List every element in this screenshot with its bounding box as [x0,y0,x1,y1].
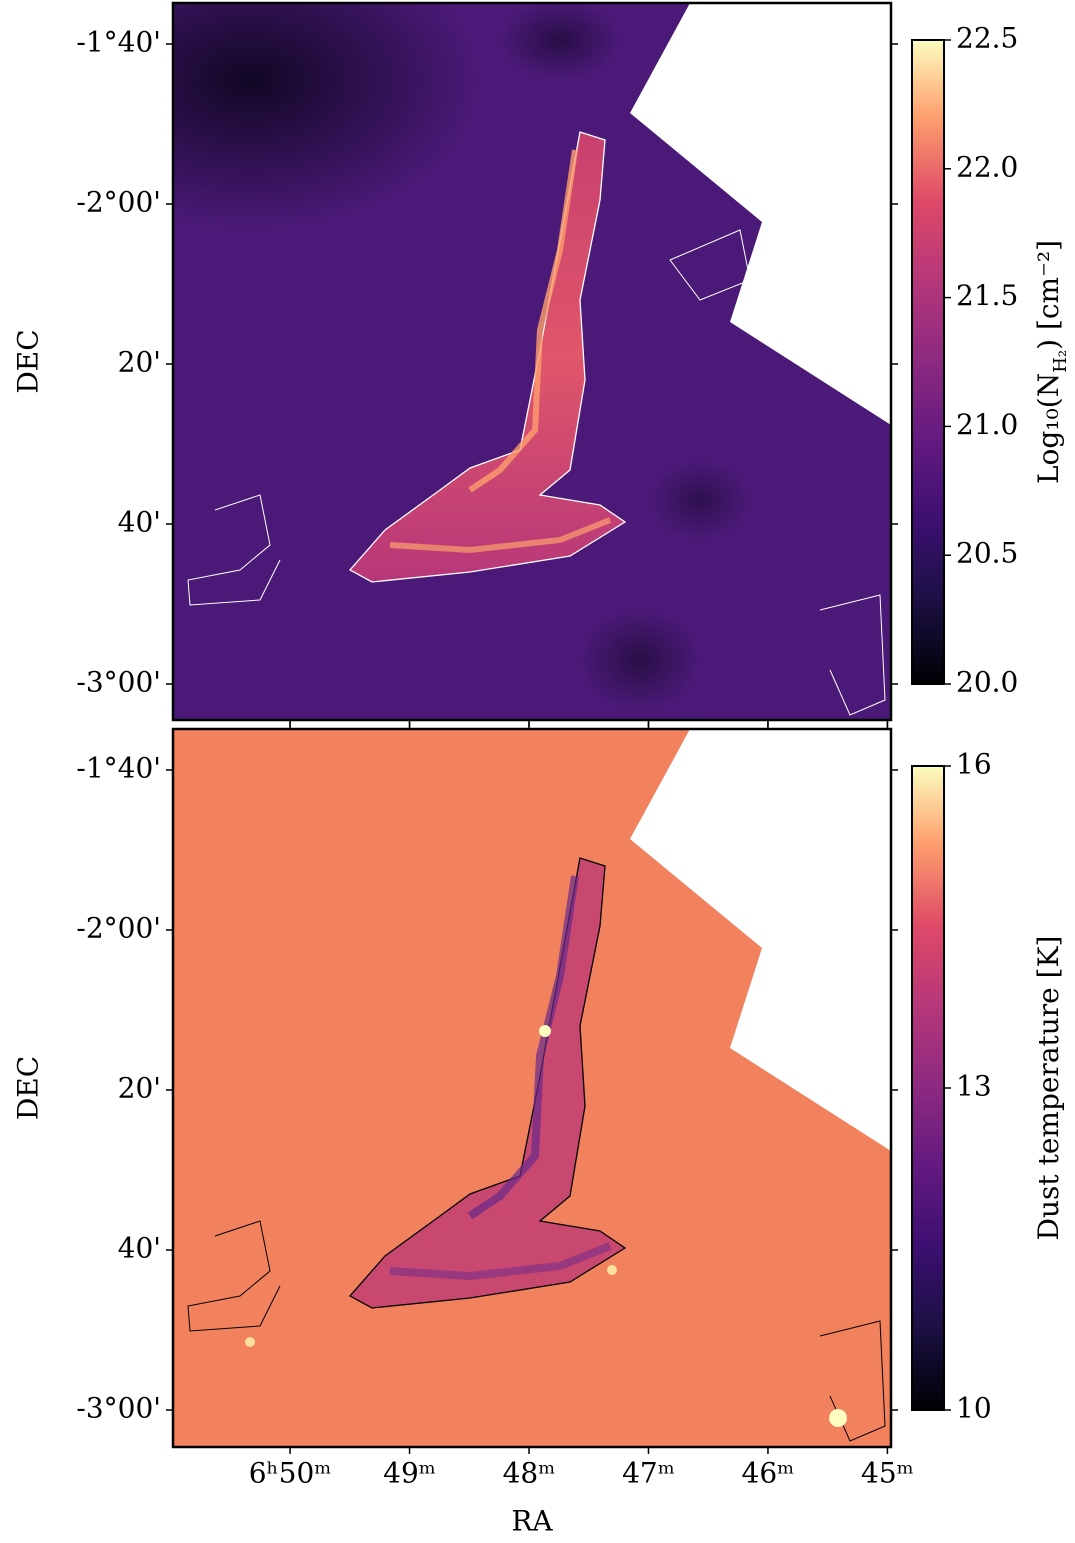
y-tick-label: -1°40' [76,25,161,58]
colorbar-tick-label: 10 [956,1392,992,1425]
y-tick-label: 20' [118,345,161,378]
colorbar-tick-label: 22.5 [956,22,1018,55]
colorbar-label: Dust temperature [K] [1032,936,1065,1241]
y-tick-label: -1°40' [76,751,161,784]
colorbar-tick-label: 13 [956,1070,992,1103]
colorbar-tick-label: 16 [956,748,992,781]
colorbar-tick-label: 21.0 [956,408,1018,441]
plot-frame [171,1,893,722]
x-tick-label: 48ᵐ [503,1457,556,1490]
colorbar-tick-label: 20.5 [956,537,1018,570]
y-axis-label: DEC [12,329,45,393]
y-tick-label: -3°00' [76,1392,161,1425]
y-axis-label: DEC [12,1056,45,1120]
colorbar-label-part: Log₁₀(N [1032,373,1065,484]
colorbar-tick-label: 20.0 [956,666,1018,699]
x-tick-label: 49ᵐ [383,1457,436,1490]
x-tick-label: 46ᵐ [742,1457,795,1490]
x-tick-label: 47ᵐ [622,1457,675,1490]
colorbar-tick-label: 22.0 [956,150,1018,183]
x-tick-label: 6ʰ50ᵐ [249,1457,332,1490]
dust-temperature-map [173,729,891,1447]
colorbar-label-part: Dust temperature [K] [1032,936,1065,1241]
colorbar [911,39,945,685]
colorbar-tick-label: 21.5 [956,279,1018,312]
y-tick-label: 40' [118,506,161,539]
y-tick-label: 40' [118,1232,161,1265]
y-tick-label: -2°00' [76,185,161,218]
column-density-map [173,3,891,720]
y-tick-label: -2°00' [76,911,161,944]
colorbar [911,765,945,1411]
x-axis-label: RA [511,1505,553,1538]
plot-frame [171,727,893,1449]
colorbar-label-part: ) [cm⁻²] [1032,240,1065,350]
colorbar-label-part: H₂ [1050,350,1071,373]
x-tick-label: 45ᵐ [861,1457,914,1490]
y-tick-label: 20' [118,1071,161,1104]
colorbar-label: Log₁₀(NH₂) [cm⁻²] [1032,240,1071,484]
y-tick-label: -3°00' [76,665,161,698]
